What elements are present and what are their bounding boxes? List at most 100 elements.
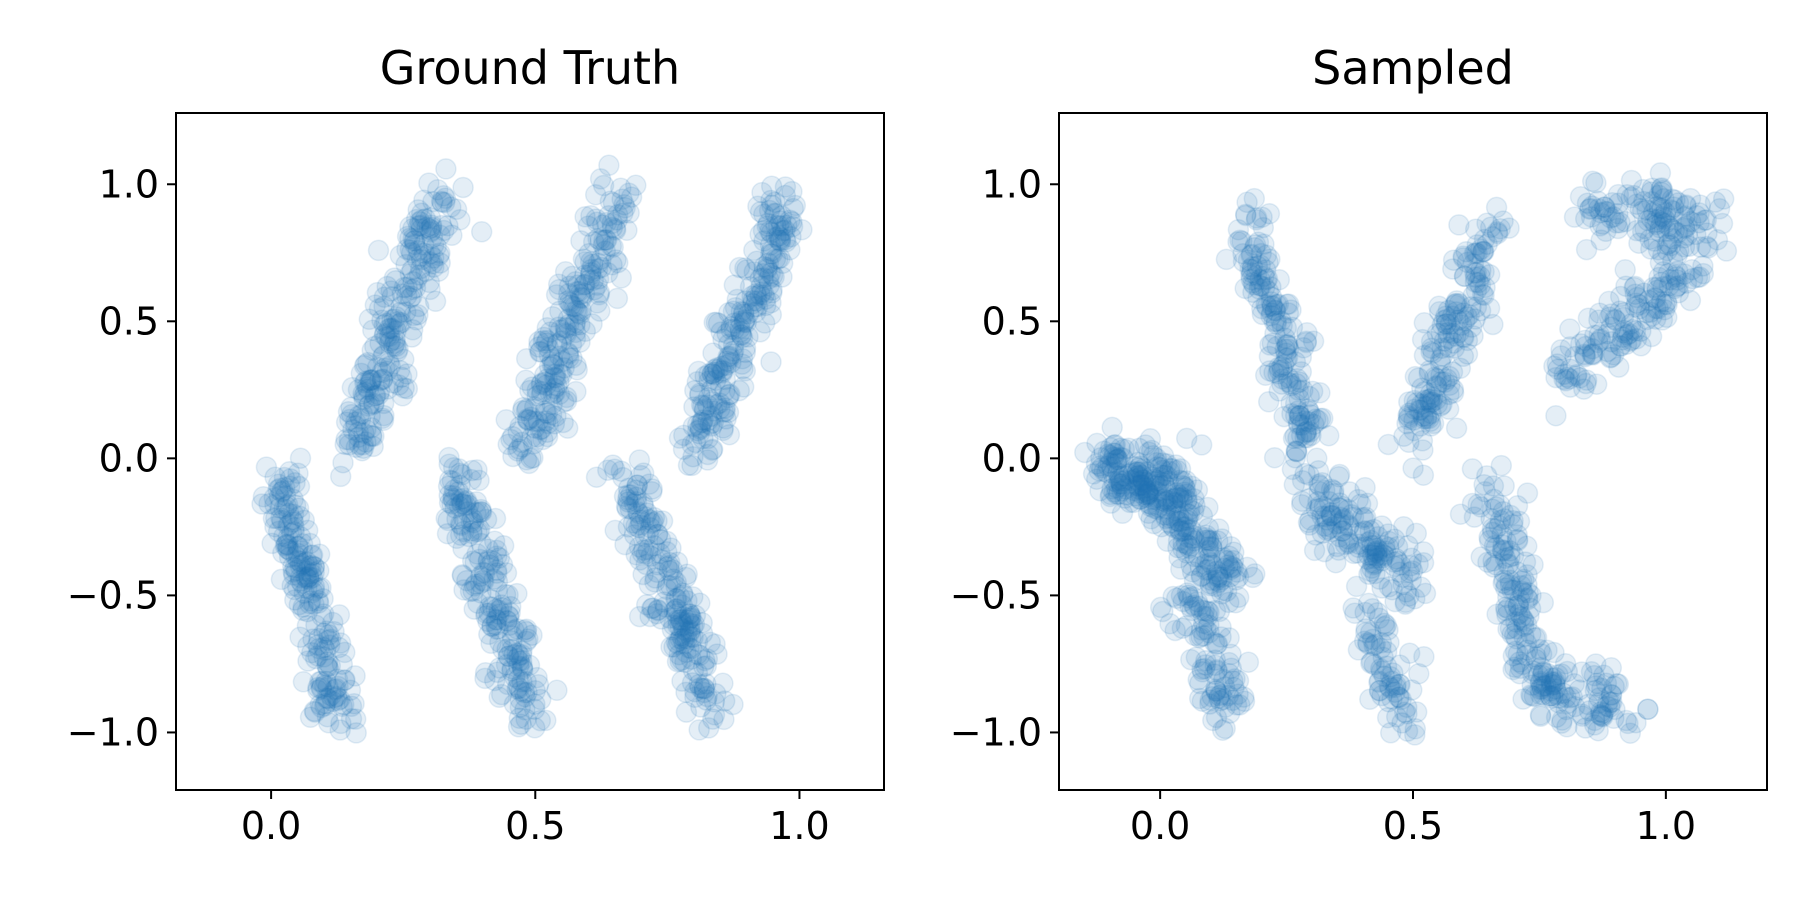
- sampled-point: [1338, 481, 1361, 503]
- ground-truth-point: [640, 512, 663, 535]
- ground-truth-point: [752, 267, 775, 289]
- ground-truth-point: [703, 311, 725, 334]
- ground-truth-point: [463, 575, 486, 597]
- sampled-point: [1219, 556, 1241, 579]
- ground-truth-point: [683, 396, 705, 418]
- sampled-point: [1284, 404, 1307, 427]
- sampled-point: [1198, 601, 1220, 624]
- sampled-point: [1128, 466, 1150, 489]
- ground-truth-point: [251, 493, 273, 515]
- sampled-point: [1201, 686, 1223, 708]
- ground-truth-point: [495, 562, 518, 584]
- sampled-point: [1486, 222, 1509, 245]
- ground-truth-point: [541, 393, 563, 416]
- ground-truth-point: [288, 593, 311, 616]
- ground-truth-point: [377, 378, 399, 400]
- ground-truth-point: [691, 612, 713, 634]
- sampled-point: [1103, 434, 1125, 456]
- ground-truth-point: [618, 202, 640, 224]
- ground-truth-point: [763, 266, 785, 288]
- ground-truth-point: [267, 478, 289, 501]
- sampled-point: [1277, 293, 1300, 315]
- sampled-point: [1156, 495, 1178, 517]
- ground-truth-point: [582, 269, 605, 291]
- ground-truth-point: [548, 278, 571, 301]
- ground-truth-point: [449, 462, 471, 485]
- sampled-point: [1143, 468, 1166, 491]
- ground-truth-point: [438, 446, 460, 469]
- ground-truth-point: [587, 227, 609, 250]
- ground-truth-point: [764, 202, 787, 225]
- ground-truth-point: [296, 567, 318, 590]
- ground-truth-point: [586, 274, 608, 296]
- ground-truth-point: [530, 418, 553, 440]
- ground-truth-point: [511, 431, 533, 454]
- sampled-point: [1198, 530, 1220, 552]
- sampled-point: [1176, 489, 1198, 511]
- ground-truth-point: [317, 712, 340, 734]
- ground-truth-point: [689, 592, 711, 614]
- ground-truth-point: [680, 626, 702, 648]
- sampled-x-tick-label: 0.5: [1383, 804, 1443, 848]
- sampled-point: [1191, 658, 1213, 681]
- sampled-point: [1247, 287, 1269, 310]
- sampled-point: [1172, 470, 1194, 493]
- sampled-point: [1325, 551, 1347, 574]
- ground-truth-point: [757, 252, 780, 275]
- sampled-point: [1594, 200, 1617, 223]
- sampled-point: [1661, 188, 1683, 211]
- ground-truth-point: [714, 400, 736, 423]
- sampled-point: [1215, 580, 1238, 602]
- sampled-point: [1265, 310, 1287, 332]
- sampled-point: [1277, 302, 1300, 324]
- ground-truth-point: [671, 582, 694, 604]
- ground-truth-point: [701, 390, 724, 413]
- ground-truth-point: [510, 680, 532, 702]
- sampled-point: [1175, 490, 1198, 512]
- sampled-point: [1171, 474, 1194, 497]
- ground-truth-point: [626, 474, 649, 496]
- ground-truth-point: [602, 454, 624, 476]
- ground-truth-point: [597, 262, 619, 284]
- sampled-point: [1126, 474, 1148, 497]
- ground-truth-point: [373, 404, 395, 427]
- sampled-point: [1585, 172, 1607, 194]
- ground-truth-point: [536, 421, 559, 443]
- sampled-point: [1249, 268, 1271, 291]
- ground-truth-point: [401, 278, 424, 301]
- sampled-y-tick-label: 0.0: [982, 436, 1042, 480]
- sampled-point: [1110, 473, 1133, 496]
- sampled-point: [1147, 496, 1170, 518]
- ground-truth-point: [704, 633, 726, 655]
- sampled-point: [1146, 498, 1169, 521]
- ground-truth-point: [579, 263, 602, 286]
- ground-truth-point: [697, 427, 719, 450]
- ground-truth-point: [437, 214, 459, 237]
- sampled-point: [1388, 673, 1411, 696]
- ground-truth-point: [385, 335, 407, 358]
- ground-truth-point: [702, 342, 724, 364]
- ground-truth-point: [327, 689, 349, 712]
- ground-truth-point: [546, 332, 568, 355]
- sampled-point: [1344, 602, 1366, 625]
- sampled-point: [1128, 437, 1150, 460]
- ground-truth-point: [552, 411, 574, 434]
- ground-truth-point: [735, 290, 757, 312]
- ground-truth-point: [628, 449, 651, 471]
- ground-truth-point: [475, 508, 498, 531]
- ground-truth-point: [671, 670, 693, 692]
- sampled-point: [1109, 437, 1132, 460]
- ground-truth-point: [675, 566, 697, 589]
- ground-truth-point: [713, 708, 735, 731]
- ground-truth-point: [684, 379, 706, 402]
- sampled-point: [1437, 398, 1460, 420]
- sampled-point: [1308, 473, 1330, 496]
- ground-truth-point: [409, 210, 431, 233]
- ground-truth-point: [311, 605, 333, 628]
- sampled-point: [1161, 494, 1184, 517]
- ground-truth-point: [252, 485, 275, 508]
- sampled-point: [1091, 456, 1113, 479]
- sampled-point: [1085, 453, 1108, 475]
- ground-truth-point: [673, 627, 696, 650]
- ground-truth-point: [732, 301, 755, 324]
